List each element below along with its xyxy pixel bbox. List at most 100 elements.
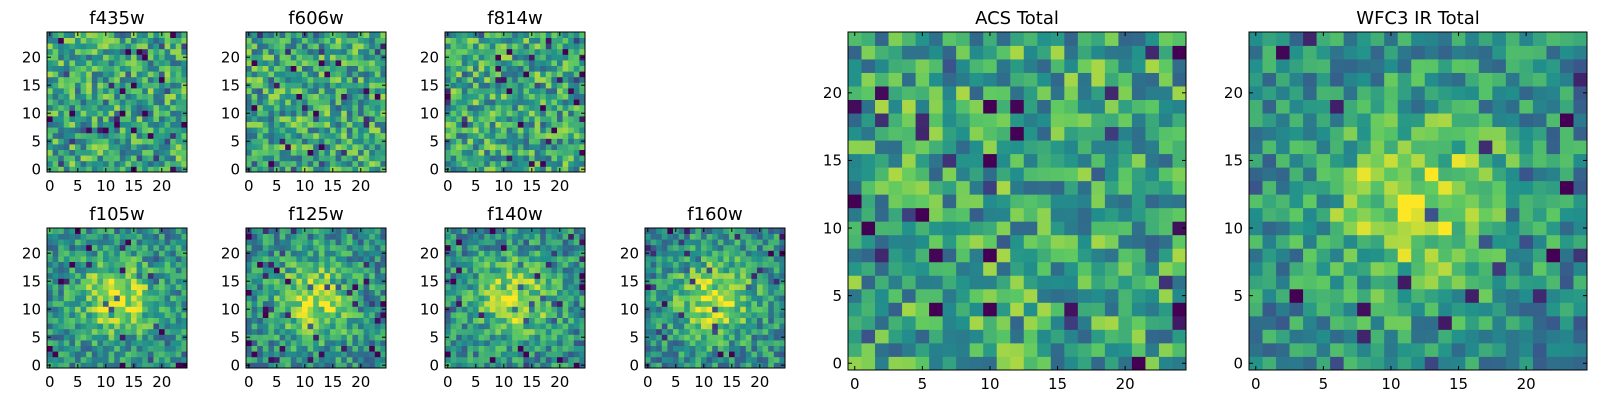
heatmap-cell: [302, 295, 308, 302]
heatmap-cell: [374, 250, 381, 257]
heatmap-cell: [352, 250, 359, 257]
heatmap-cell: [689, 300, 696, 307]
heatmap-cell: [369, 104, 376, 111]
heatmap-cell: [456, 43, 463, 50]
heatmap-cell: [285, 328, 292, 335]
heatmap-cell: [579, 289, 586, 296]
heatmap-cell: [164, 317, 171, 324]
heatmap-cell: [290, 37, 297, 44]
heatmap-cell: [47, 345, 53, 352]
heatmap-cell: [523, 132, 530, 139]
heatmap-cell: [285, 306, 292, 313]
heatmap-cell: [773, 351, 780, 358]
heatmap-cell: [540, 127, 547, 134]
heatmap-cell: [374, 155, 381, 162]
heatmap-cell: [673, 306, 679, 313]
heatmap-cell: [153, 323, 160, 330]
heatmap-cell: [153, 93, 160, 100]
heatmap-cell: [142, 300, 149, 307]
heatmap-cell: [529, 272, 535, 279]
x-tick-label: 15: [323, 177, 342, 195]
heatmap-cell: [484, 71, 491, 78]
heatmap-cell: [324, 362, 331, 369]
heatmap-cell: [706, 362, 713, 369]
heatmap-cell: [274, 317, 280, 324]
heatmap-cell: [723, 244, 730, 251]
heatmap-cell: [262, 295, 269, 302]
heatmap-cell: [534, 54, 541, 61]
heatmap-cell: [268, 43, 275, 50]
heatmap-cell: [489, 306, 496, 313]
heatmap-cell: [534, 272, 541, 279]
heatmap-cell: [568, 362, 575, 369]
heatmap-cell: [762, 256, 769, 262]
heatmap-cell: [302, 323, 308, 330]
heatmap-cell: [164, 37, 171, 44]
heatmap-cell: [170, 76, 177, 83]
heatmap-cell: [467, 261, 474, 268]
heatmap-cell: [579, 317, 586, 324]
heatmap-cell: [729, 312, 735, 318]
heatmap-cell: [296, 362, 303, 369]
heatmap-cell: [456, 93, 463, 100]
heatmap-cell: [324, 60, 331, 66]
heatmap-cell: [523, 160, 530, 167]
heatmap-cell: [517, 300, 524, 307]
heatmap-cell: [330, 127, 336, 134]
heatmap-cell: [706, 306, 713, 313]
heatmap-cell: [246, 261, 252, 268]
heatmap-cell: [445, 256, 451, 262]
heatmap-cell: [103, 132, 109, 139]
heatmap-cell: [63, 155, 70, 162]
heatmap-cell: [645, 289, 651, 296]
heatmap-cell: [251, 306, 258, 313]
heatmap-cell: [545, 328, 552, 335]
heatmap-cell: [983, 329, 998, 344]
heatmap-cell: [1172, 207, 1187, 222]
heatmap-cell: [341, 244, 348, 251]
heatmap-cell: [170, 160, 177, 167]
heatmap-cell: [701, 256, 707, 262]
y-tick-label: 15: [420, 272, 439, 290]
heatmap-cell: [661, 340, 668, 346]
heatmap-cell: [456, 104, 463, 111]
heatmap-cell: [573, 48, 580, 55]
heatmap-cell: [246, 132, 252, 139]
heatmap-cell: [313, 65, 320, 72]
heatmap-cell: [346, 138, 353, 145]
heatmap-cell: [352, 132, 359, 139]
heatmap-cell: [684, 267, 691, 274]
heatmap-cell: [848, 288, 862, 303]
heatmap-cell: [568, 144, 575, 150]
heatmap-cell: [352, 328, 359, 335]
heatmap-cell: [551, 228, 558, 234]
heatmap-cell: [517, 149, 524, 156]
heatmap-cell: [352, 121, 359, 128]
heatmap-cell: [262, 54, 269, 61]
heatmap-cell: [579, 116, 586, 122]
heatmap-cell: [274, 60, 280, 66]
heatmap-cell: [678, 239, 685, 246]
heatmap-cell: [557, 93, 563, 100]
heatmap-cell: [363, 54, 370, 61]
heatmap-cell: [534, 138, 541, 145]
heatmap-cell: [181, 256, 188, 262]
heatmap-cell: [302, 144, 308, 150]
heatmap-cell: [114, 99, 121, 106]
heatmap-cell: [517, 155, 524, 162]
heatmap-cell: [274, 104, 280, 111]
heatmap-cell: [478, 228, 485, 234]
heatmap-cell: [153, 127, 160, 134]
heatmap-cell: [557, 99, 563, 106]
heatmap-cell: [159, 356, 165, 363]
heatmap-cell: [489, 289, 496, 296]
heatmap-cell: [181, 127, 188, 134]
heatmap-cell: [861, 261, 876, 276]
heatmap-cell: [723, 306, 730, 313]
heatmap-cell: [740, 261, 747, 268]
heatmap-cell: [103, 300, 109, 307]
heatmap-cell: [729, 334, 735, 341]
heatmap-cell: [285, 284, 292, 290]
heatmap-cell: [1023, 342, 1038, 357]
heatmap-cell: [701, 356, 707, 363]
